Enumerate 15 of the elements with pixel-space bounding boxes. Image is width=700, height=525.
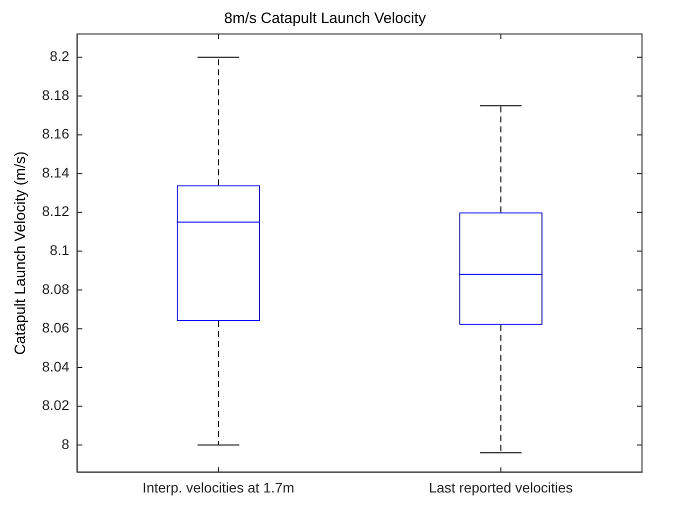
y-tick-label: 8.2 [50,48,70,64]
y-tick-label: 8.08 [42,280,70,297]
y-tick-label: 8.06 [42,320,70,336]
y-tick-label: 8.12 [42,203,70,220]
y-tick-label: 8.16 [42,126,70,142]
chart-title: 8m/s Catapult Launch Velocity [224,10,426,28]
x-tick-label: Interp. velocities at 1.7m [142,479,294,496]
y-tick-label: 8.18 [42,86,70,103]
y-tick-label: 8 [61,436,70,452]
y-tick-label: 8.02 [42,397,70,414]
y-tick-label: 8.14 [42,164,70,180]
y-tick-label: 8.04 [42,358,70,374]
y-axis-title: Catapult Launch Velocity (m/s) [12,151,30,355]
x-tick-label: Last reported velocities [428,479,573,496]
y-tick-label: 8.1 [50,242,70,258]
